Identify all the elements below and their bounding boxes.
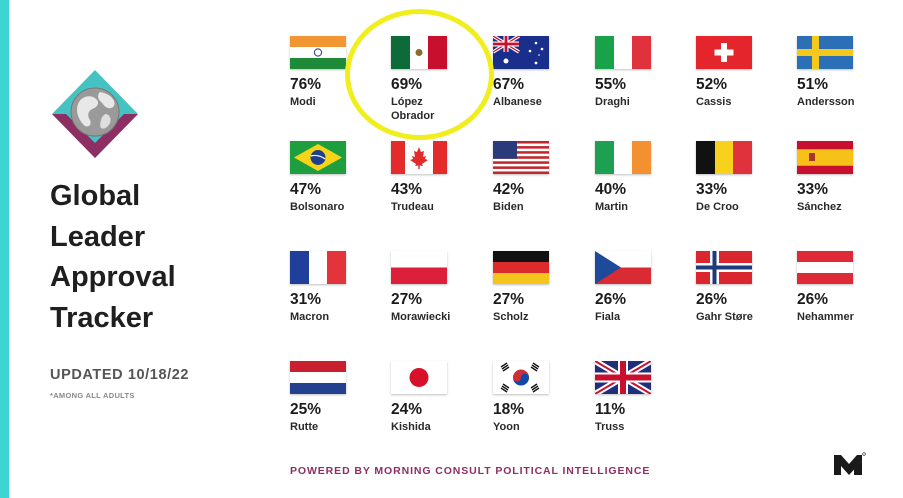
- usa-flag-icon: [493, 141, 549, 174]
- approval-percent: 40%: [595, 181, 627, 198]
- title-line: Global: [50, 180, 141, 212]
- approval-percent: 69%: [391, 76, 423, 93]
- leader-name: De Croo: [696, 201, 739, 213]
- austria-flag-icon: [797, 251, 853, 284]
- leader-name: Gahr Støre: [696, 311, 753, 323]
- leader-name: Macron: [290, 311, 330, 323]
- mexico-flag-icon: [391, 36, 447, 69]
- approval-percent: 11%: [595, 401, 626, 418]
- leader-name: Yoon: [493, 421, 520, 433]
- belgium-flag-icon: [696, 141, 752, 174]
- approval-percent: 42%: [493, 181, 525, 198]
- norway-flag-icon: [696, 251, 752, 284]
- brazil-flag-icon: [290, 141, 346, 174]
- approval-percent: 43%: [391, 181, 423, 198]
- czechia-flag-icon: [595, 251, 651, 284]
- approval-percent: 27%: [493, 291, 525, 308]
- page-title: Global Leader Approval Tracker: [50, 176, 250, 338]
- leader-name: Draghi: [595, 96, 630, 108]
- france-flag-icon: [290, 251, 346, 284]
- spain-flag-icon: [797, 141, 853, 174]
- leader-name: Biden: [493, 201, 524, 213]
- leader-name: Martin: [595, 201, 628, 213]
- leader-name: Andersson: [797, 96, 855, 108]
- left-accent-bar: [0, 0, 9, 498]
- germany-flag-icon: [493, 251, 549, 284]
- leader-name: Albanese: [493, 96, 542, 108]
- leader-name: Morawiecki: [391, 311, 451, 323]
- poland-flag-icon: [391, 251, 447, 284]
- approval-percent: 26%: [797, 291, 829, 308]
- japan-flag-icon: [391, 361, 447, 394]
- italy-flag-icon: [595, 36, 651, 69]
- australia-flag-icon: [493, 36, 549, 69]
- leader-name: Trudeau: [391, 201, 434, 213]
- leader-name: Fiala: [595, 311, 621, 323]
- approval-percent: 24%: [391, 401, 423, 418]
- india-flag-icon: [290, 36, 346, 69]
- ireland-flag-icon: [595, 141, 651, 174]
- netherlands-flag-icon: [290, 361, 346, 394]
- approval-percent: 51%: [797, 76, 829, 93]
- updated-date: UPDATED 10/18/22: [50, 367, 190, 383]
- leader-name: Nehammer: [797, 311, 854, 323]
- approval-percent: 26%: [595, 291, 627, 308]
- globe-logo-icon: [50, 68, 140, 160]
- leader-name: Truss: [595, 421, 625, 433]
- approval-percent: 27%: [391, 291, 423, 308]
- leader-name: Scholz: [493, 311, 529, 323]
- approval-percent: 25%: [290, 401, 322, 418]
- leader-name: Rutte: [290, 421, 319, 433]
- footer-credit: POWERED BY MORNING CONSULT POLITICAL INT…: [290, 465, 651, 477]
- leader-name: López Obrador: [391, 96, 435, 122]
- approval-percent: 67%: [493, 76, 525, 93]
- approval-percent: 33%: [797, 181, 829, 198]
- approval-percent: 76%: [290, 76, 322, 93]
- approval-percent: 47%: [290, 181, 322, 198]
- title-line: Leader: [50, 220, 146, 253]
- morning-consult-logo-icon: [832, 451, 866, 479]
- leader-name: Modi: [290, 96, 316, 108]
- approval-percent: 55%: [595, 76, 627, 93]
- footnote: *AMONG ALL ADULTS: [50, 391, 135, 400]
- title-line: Tracker: [50, 301, 154, 334]
- leader-name: Cassis: [696, 96, 732, 108]
- approval-percent: 18%: [493, 401, 525, 418]
- approval-percent: 31%: [290, 291, 322, 308]
- approval-percent: 52%: [696, 76, 728, 93]
- sweden-flag-icon: [797, 36, 853, 69]
- uk-flag-icon: [595, 361, 651, 394]
- canada-flag-icon: [391, 141, 447, 174]
- approval-percent: 26%: [696, 291, 728, 308]
- approval-percent: 33%: [696, 181, 728, 198]
- leader-name: Bolsonaro: [290, 201, 345, 213]
- south-korea-flag-icon: [493, 361, 549, 394]
- switzerland-flag-icon: [696, 36, 752, 69]
- leader-name: Sánchez: [797, 201, 842, 213]
- leader-name: Kishida: [391, 421, 431, 433]
- title-line: Approval: [50, 261, 176, 293]
